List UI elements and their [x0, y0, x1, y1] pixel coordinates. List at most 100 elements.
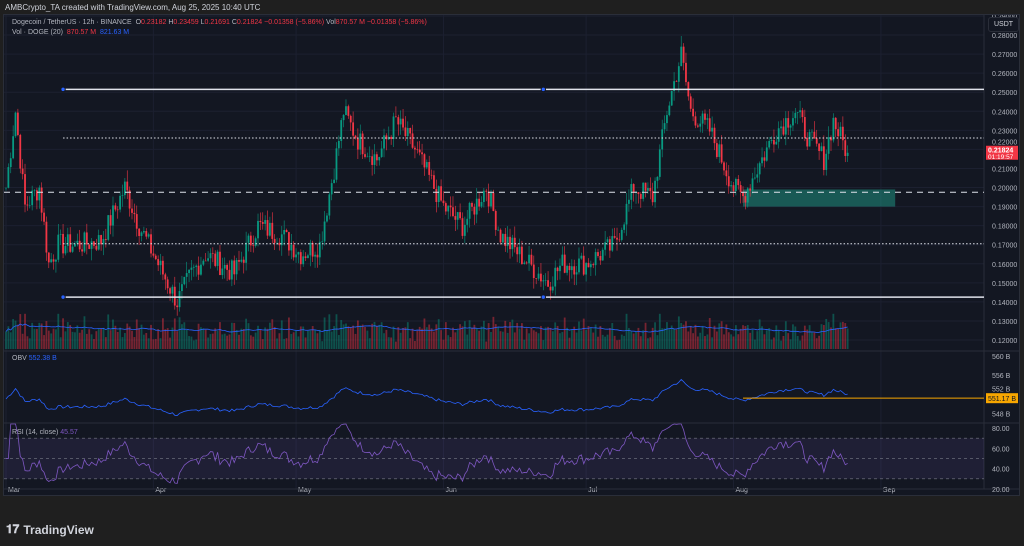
candle-body	[696, 125, 699, 127]
volume-bar	[730, 334, 733, 349]
candle-body	[131, 208, 133, 213]
candle-body	[418, 149, 421, 153]
candle-body	[656, 176, 659, 181]
volume-bar	[834, 328, 837, 349]
volume-bar	[242, 328, 245, 349]
candle-body	[701, 113, 704, 124]
tradingview-logo: 𝟏𝟕 TradingView	[6, 522, 94, 537]
rsi-label[interactable]: RSI (14, close)	[12, 429, 59, 436]
volume-bar	[12, 319, 15, 349]
candle-body	[302, 256, 305, 265]
volume-bar	[31, 322, 34, 349]
volume-bar	[173, 318, 176, 349]
obv-label[interactable]: OBV	[12, 355, 27, 362]
volume-label[interactable]: Vol · DOGE (20)	[12, 29, 63, 36]
candle-body	[135, 214, 138, 229]
candle-body	[138, 228, 141, 236]
volume-bar	[359, 325, 362, 349]
high-label: H	[168, 19, 174, 26]
volume-bar	[563, 317, 566, 349]
volume-bar	[475, 328, 478, 349]
support-zone	[743, 189, 896, 207]
volume-bar	[157, 329, 160, 349]
volume-bar	[219, 322, 221, 349]
volume-bar	[240, 328, 243, 349]
candle-body	[841, 126, 844, 141]
candle-body	[658, 149, 661, 177]
volume-bar	[285, 338, 288, 349]
candle-body	[561, 254, 564, 266]
candle-body	[271, 222, 274, 239]
volume-bar	[309, 330, 312, 349]
volume-bar	[454, 332, 457, 349]
volume-bar	[701, 325, 704, 349]
candle-body	[846, 152, 849, 156]
candle-body	[661, 129, 664, 150]
candle-body	[200, 264, 202, 275]
candle-body	[440, 186, 442, 201]
volume-bar	[661, 328, 664, 349]
candle-body	[578, 258, 580, 273]
candle-body	[568, 265, 571, 271]
volume-value: 870.57 M	[66, 29, 97, 36]
symbol-name[interactable]: Dogecoin / TetherUS · 12h · BINANCE	[12, 19, 132, 26]
volume-bar	[504, 320, 507, 349]
volume-bar	[269, 322, 271, 349]
volume-bar	[542, 340, 545, 349]
volume-bar	[666, 322, 668, 349]
volume-bar	[559, 333, 561, 349]
volume-bar	[637, 327, 640, 349]
candle-body	[720, 144, 723, 163]
candle-body	[639, 194, 642, 199]
candle-body	[33, 190, 36, 191]
candle-body	[647, 188, 649, 191]
candle-body	[233, 260, 236, 275]
volume-bar	[66, 322, 69, 349]
candle-body	[699, 123, 702, 127]
volume-bar	[280, 320, 283, 349]
candle-body	[768, 140, 771, 148]
candle-body	[492, 192, 495, 212]
volume-bar	[47, 330, 50, 349]
volume-bar	[395, 341, 397, 349]
price-tick-label: 0.22000	[992, 139, 1017, 146]
candle-body	[613, 236, 616, 238]
volume-bar	[433, 331, 435, 349]
volume-bar	[523, 339, 526, 349]
candle-body	[423, 154, 426, 168]
price-tick-label: 0.12000	[992, 338, 1017, 345]
volume-bar	[399, 332, 402, 349]
volume-bar	[133, 337, 136, 349]
time-tick-label: May	[298, 487, 312, 494]
chart-canvas[interactable]: 0.290000.280000.270000.260000.250000.240…	[4, 15, 1019, 495]
volume-bar	[223, 333, 226, 349]
volume-bar	[409, 338, 412, 349]
volume-bar	[356, 320, 359, 349]
volume-bar	[466, 334, 469, 349]
currency-button[interactable]: USDT	[988, 17, 1020, 32]
volume-bar	[411, 328, 414, 349]
anchor-point	[60, 86, 66, 93]
rsi-tick-label: 20.00	[992, 487, 1010, 494]
candle-body	[66, 234, 69, 246]
candle-body	[252, 245, 255, 247]
volume-bar	[383, 333, 385, 349]
volume-bar	[839, 322, 842, 349]
candle-body	[654, 180, 656, 203]
candle-body	[822, 146, 825, 170]
obv-marker-value: 551.17 B	[988, 396, 1016, 403]
candle-body	[734, 178, 737, 192]
volume-bar	[249, 335, 252, 349]
candle-body	[711, 127, 714, 132]
candle-body	[147, 234, 150, 237]
candle-body	[64, 245, 67, 254]
volume-bar	[777, 330, 780, 349]
volume-bar	[392, 326, 395, 349]
candle-body	[742, 192, 744, 197]
volume-bar	[568, 337, 571, 349]
chart-area[interactable]: 0.290000.280000.270000.260000.250000.240…	[3, 14, 1020, 496]
candle-body	[7, 167, 10, 188]
volume-bar	[326, 330, 328, 349]
volume-bar	[758, 319, 761, 349]
time-tick-label: Jun	[445, 487, 456, 494]
